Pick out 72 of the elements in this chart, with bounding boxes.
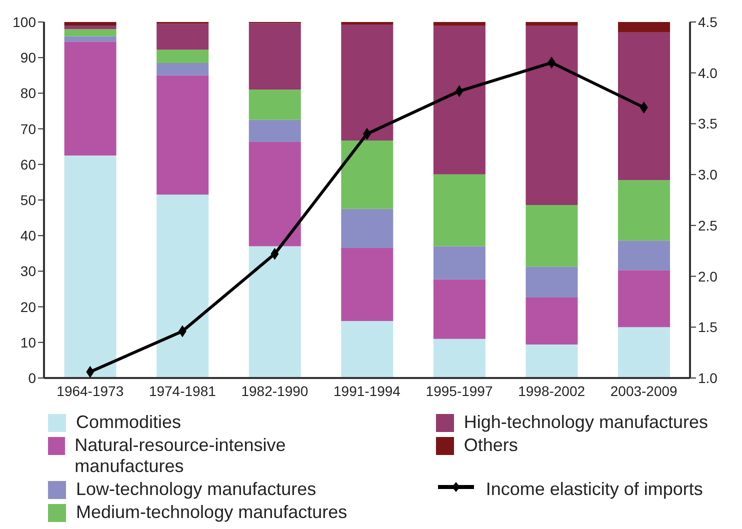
bar	[341, 208, 394, 248]
y-tick-label: 70	[20, 120, 36, 137]
bar	[156, 24, 209, 50]
bar	[341, 140, 394, 209]
bar	[248, 142, 301, 246]
y-tick-label: 60	[20, 156, 36, 172]
bar	[433, 174, 486, 246]
bar	[433, 338, 486, 378]
legend-label: Natural-resource-intensive manufactures	[74, 435, 287, 477]
bar	[618, 270, 670, 328]
x-tick-label: 1974-1981	[148, 382, 216, 399]
bar	[618, 32, 670, 180]
legend-label: Others	[464, 435, 518, 456]
bar	[64, 22, 116, 26]
bar	[526, 204, 578, 267]
y2-tick-label: 4.0	[698, 64, 718, 81]
bar	[526, 266, 578, 298]
y2-tick-label: 2.5	[698, 217, 718, 234]
bar	[64, 36, 116, 42]
bar	[526, 22, 578, 26]
bar	[156, 50, 209, 63]
bar	[618, 327, 670, 378]
bar	[341, 248, 394, 322]
y-tick-label: 10	[20, 334, 36, 350]
legend-label: High-technology manufactures	[464, 412, 708, 433]
y-tick-label: 40	[20, 228, 36, 244]
bar	[618, 240, 670, 270]
bar	[156, 62, 209, 76]
x-tick-label: 1982-1990	[241, 382, 308, 399]
x-tick-label: 1991-1994	[334, 382, 401, 399]
x-tick-label: 1995-1997	[426, 382, 493, 399]
x-tick-label: 1964-1973	[56, 382, 124, 399]
bar	[526, 344, 578, 378]
bar	[433, 279, 486, 339]
bar	[248, 246, 301, 378]
y-tick-label: 90	[20, 50, 36, 66]
bar	[248, 23, 301, 90]
bar	[156, 194, 209, 378]
bar	[618, 22, 670, 32]
legend-label: Low-technology manufactures	[76, 479, 316, 500]
bar	[433, 22, 486, 26]
y2-tick-label: 1.0	[698, 370, 718, 386]
y-tick-label: 30	[20, 263, 36, 280]
legend-label: Medium-technology manufactures	[76, 502, 348, 523]
bar	[64, 29, 116, 36]
bar	[64, 156, 116, 378]
bar	[341, 321, 394, 378]
bar	[618, 180, 670, 241]
y2-tick-label: 4.5	[698, 14, 718, 30]
legend-label: Income elasticity of imports	[486, 479, 703, 500]
y-tick-label: 0	[28, 370, 36, 386]
bar	[156, 75, 209, 195]
y2-tick-label: 3.0	[698, 166, 718, 183]
bar	[248, 90, 301, 120]
bar	[433, 26, 486, 174]
y-tick-label: 50	[20, 192, 36, 208]
bar	[526, 26, 578, 205]
bar	[248, 120, 301, 142]
bar	[433, 246, 486, 280]
y-tick-label: 20	[20, 298, 36, 315]
bar	[64, 26, 116, 30]
bar	[64, 42, 116, 156]
y2-tick-label: 2.0	[698, 268, 718, 284]
bar	[341, 24, 394, 141]
x-tick-label: 2003-2009	[610, 382, 678, 399]
bar	[526, 298, 578, 345]
y2-tick-label: 1.5	[698, 319, 718, 336]
y-tick-label: 100	[12, 14, 36, 30]
legend-label: Commodities	[76, 412, 182, 433]
y-tick-label: 80	[20, 85, 36, 102]
y2-tick-label: 3.5	[698, 116, 718, 132]
x-tick-label: 1998-2002	[518, 382, 586, 399]
